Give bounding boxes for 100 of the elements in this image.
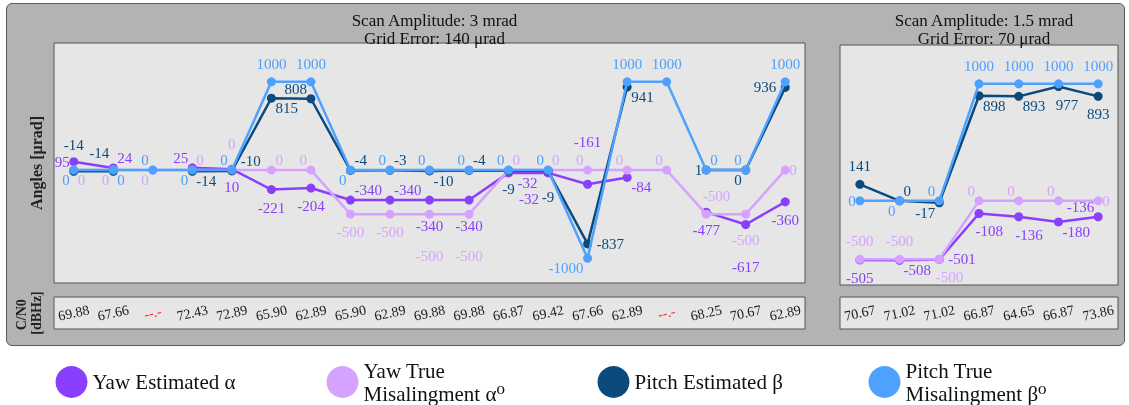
data-label: 0 [888,202,896,219]
point [1093,196,1103,206]
point [1053,217,1063,227]
data-label: 0 [1046,182,1055,199]
point [974,196,984,206]
data-label: 0 [180,172,189,189]
data-label: -9 [541,188,555,205]
data-label: 0 [789,162,797,179]
data-label: -32 [519,190,540,207]
point [662,77,672,87]
y-axis-title: Angles [μrad] [27,116,46,210]
data-label: 0 [418,152,426,169]
legend-label: Pitch Estimated β [634,370,783,394]
point [1014,79,1024,89]
data-label: 25 [173,149,189,166]
data-label: -108 [975,223,1004,240]
x-tick-label: 65.90 [254,302,289,324]
data-label: 0 [848,192,856,209]
data-label: 1000 [770,55,801,72]
data-label: -340 [415,218,444,235]
data-label: 1000 [964,57,994,74]
data-label: 0 [62,172,70,189]
data-label: 0 [220,152,228,169]
data-label: -17 [915,204,936,221]
point [974,79,984,89]
data-label: 0 [615,152,624,169]
data-label: -340 [455,218,483,235]
data-label: 1000 [1083,57,1114,74]
data-label: -84 [631,179,652,196]
point [622,77,632,87]
data-label: 0 [536,152,545,169]
point [1014,91,1024,101]
data-label: -10 [240,152,261,169]
x-tick-label: 70.67 [728,302,763,324]
point [464,209,474,219]
data-label: 941 [631,89,654,106]
data-label: -9 [502,180,515,197]
point [1093,79,1103,89]
data-label: 1 [694,161,703,178]
x-tick-label: 62.89 [293,302,328,324]
point [780,77,790,87]
data-label: 1000 [256,55,287,72]
data-label: 0 [655,152,663,169]
data-label: -4 [354,152,368,169]
data-label: 10 [224,179,240,196]
data-label: -617 [731,258,760,275]
chart-subtitle: Grid Error: 140 μrad [364,29,506,48]
data-label: 0 [117,172,125,189]
data-label: 0 [457,152,466,169]
data-label: -32 [517,174,538,191]
x-tick-label: 66.87 [491,302,526,324]
point [306,165,316,175]
x-tick-label: 62.89 [768,302,803,324]
x-tick-label: 68.25 [689,302,724,324]
x-tick-label: 64.65 [1001,302,1036,324]
x-tick-label: 69.88 [452,302,486,324]
data-label: 0 [141,172,149,189]
data-label: 936 [753,79,777,96]
point [266,93,276,103]
chart-title: Scan Amplitude: 1.5 mrad [894,11,1074,30]
data-label: -1000 [548,260,584,277]
text: C/N0 [dBHz] [14,291,44,335]
point [425,195,434,205]
data-label: -340 [393,182,422,199]
point [974,208,984,218]
x-tick-label: 69.42 [531,302,566,324]
data-label: 0 [338,172,347,189]
data-label: 1000 [612,55,643,72]
x-tick-label: 62.89 [610,302,645,324]
data-label: 0 [734,172,742,189]
point [266,185,276,195]
data-label: 0 [299,152,307,169]
data-label: 815 [275,100,298,117]
x-tick-label: 67.66 [96,302,131,324]
data-label: 0 [576,152,584,169]
legend-label: Yaw True Misalingment α⁰ [363,358,505,405]
point [1014,196,1024,206]
data-label: 893 [1022,98,1046,115]
point [1093,212,1103,222]
point [464,195,474,205]
x-tick-label: 72.43 [175,302,210,324]
data-label: 0 [196,152,204,169]
data-label: -500 [415,248,444,265]
data-label: 0 [903,182,912,199]
x-tick-label: 73.86 [1081,302,1116,324]
data-label: 0 [228,136,236,153]
data-label: -136 [1015,226,1044,243]
data-label: -500 [885,233,914,250]
data-label: 1000 [295,55,326,72]
point [1014,212,1024,222]
point [306,77,316,87]
x-tick-label: 72.89 [214,302,249,324]
data-label: -204 [297,198,326,215]
data-label: -837 [596,235,625,252]
point [741,209,751,219]
point [1053,196,1063,206]
data-label: 0 [1007,182,1015,199]
point [780,197,790,207]
data-label: -4 [473,152,487,169]
point [425,209,434,219]
